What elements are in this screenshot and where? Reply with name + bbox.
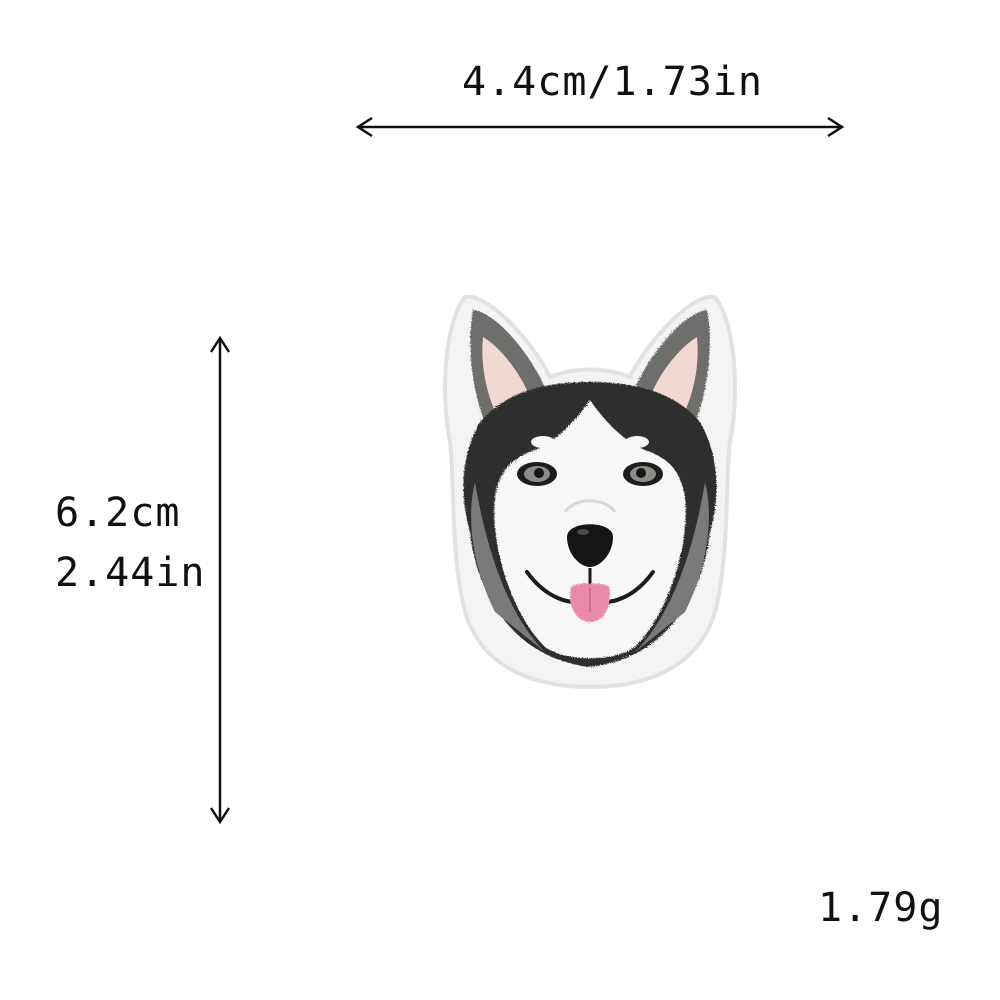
right-eyebrow-spot <box>625 436 649 448</box>
left-cheek-gray <box>471 482 545 652</box>
height-double-arrow-icon <box>209 335 231 825</box>
nose-highlight <box>577 529 589 535</box>
weight-label: 1.79g <box>818 885 944 931</box>
left-pupil <box>534 468 544 478</box>
nose-icon <box>567 524 613 567</box>
right-pupil <box>636 468 646 478</box>
right-cheek-gray <box>635 482 709 652</box>
muzzle-line <box>563 499 617 513</box>
husky-patch-image <box>443 294 737 690</box>
height-in-label: 2.44in <box>55 550 206 596</box>
height-cm-label: 6.2cm <box>55 490 181 536</box>
left-eyebrow-spot <box>531 436 555 448</box>
width-double-arrow-icon <box>355 116 845 138</box>
width-dimension-label: 4.4cm/1.73in <box>462 59 763 105</box>
